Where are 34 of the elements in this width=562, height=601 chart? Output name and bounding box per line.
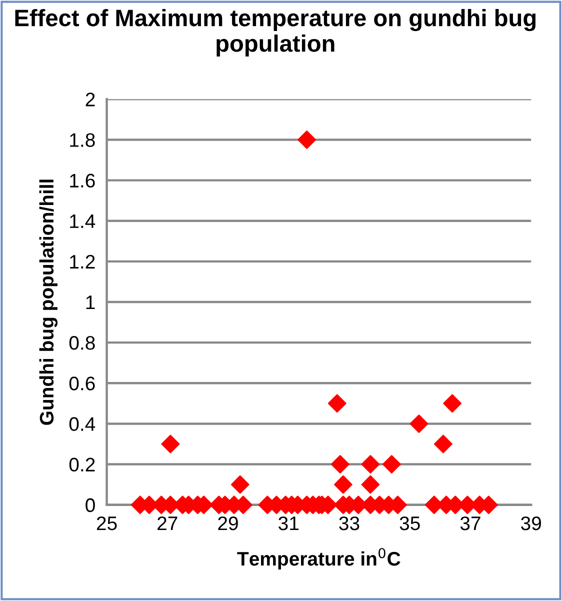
y-tick-label: 0.2 (69, 458, 95, 472)
x-tick-label: 33 (339, 516, 360, 530)
x-tick-label: 31 (278, 516, 298, 530)
y-tick-label: 1.4 (70, 214, 96, 228)
point (361, 455, 380, 474)
point (330, 455, 350, 474)
point (328, 394, 346, 413)
y-tick-label: 0.4 (69, 417, 96, 431)
y-tick-label: 1.8 (70, 133, 95, 147)
x-tick-label: 37 (460, 516, 480, 530)
x-tick-label: 27 (158, 516, 178, 530)
x-tick-label: 39 (521, 516, 541, 530)
point (298, 130, 316, 149)
point (410, 414, 428, 433)
point (443, 394, 462, 413)
y-tick-label: 1.6 (70, 174, 95, 188)
point (361, 475, 380, 494)
y-tick-label: 1.2 (70, 254, 95, 268)
x-tick-label: 29 (218, 516, 238, 530)
chart-title: Effect of Maximum temperature on gundhi bug population (15, 9, 536, 57)
point (230, 475, 250, 494)
x-tick-label: 25 (96, 516, 117, 530)
y-tick-label: 1 (86, 296, 95, 310)
x-axis-title: Temperature in$^{0}$C (237, 548, 400, 570)
point (334, 475, 352, 494)
y-axis-title: Gundhi bug population/hill (39, 180, 58, 425)
y-tick-label: 0 (86, 498, 95, 512)
point (434, 434, 452, 454)
y-tick-label: 0.8 (69, 336, 95, 350)
point (161, 434, 180, 454)
y-tick-label: 2 (86, 92, 95, 106)
point (382, 455, 401, 474)
y-tick-label: 0.6 (69, 376, 95, 390)
x-tick-label: 35 (400, 516, 420, 530)
